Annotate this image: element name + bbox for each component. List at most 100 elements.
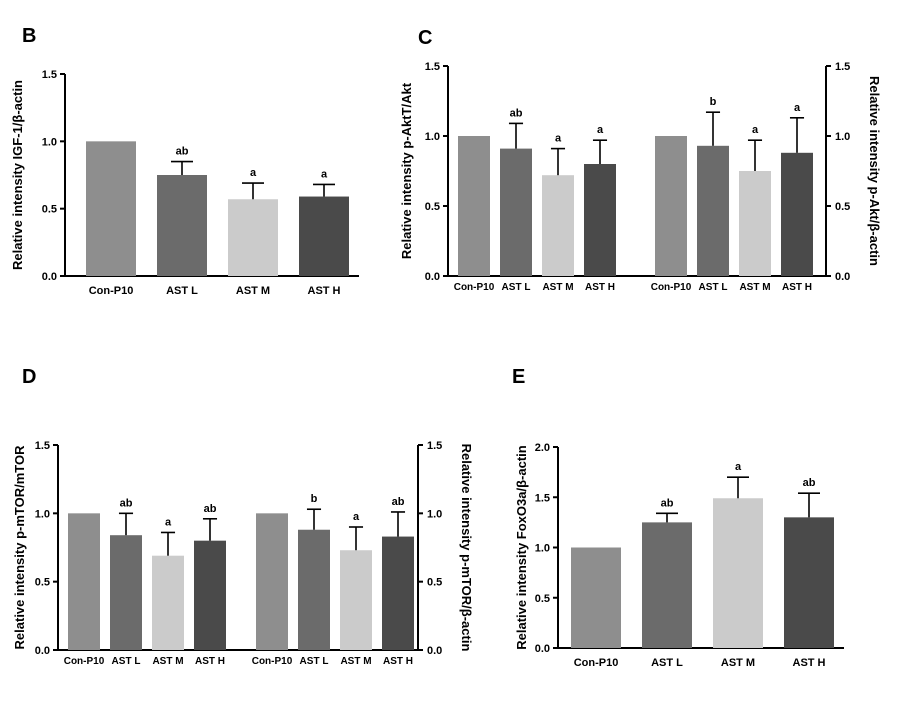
x-tick-label: AST M: [542, 282, 573, 293]
y-tick-label: 1.0: [42, 136, 57, 148]
x-tick-label: AST H: [782, 282, 812, 293]
bar-d-2-1: [256, 513, 288, 650]
y-axis-title-d: Relative intensity p-mTOR/mTOR: [12, 445, 27, 650]
y-right-tick-label: 1.0: [427, 508, 442, 520]
y-tick-label: 1.5: [425, 61, 440, 73]
x-tick-label: AST M: [739, 282, 770, 293]
x-tick-label: AST M: [721, 657, 755, 669]
y-tick-label: 0.5: [35, 577, 50, 589]
bar-e-1-3: [713, 498, 763, 648]
bar-e-1-1: [571, 547, 621, 648]
significance-label: ab: [661, 497, 674, 509]
x-tick-label: AST L: [651, 657, 683, 669]
x-tick-label: AST L: [166, 285, 198, 297]
panel-label-c: C: [418, 27, 432, 49]
bar-d-1-3: [152, 555, 184, 650]
significance-label: ab: [176, 146, 189, 158]
y-axis-title-right-d: Relative intensity p-mTOR/β-actin: [459, 444, 474, 652]
bar-c-2-2: [697, 145, 729, 276]
y-axis-title-e: Relative intensity FoxO3a/β-actin: [514, 445, 529, 649]
panel-e: E 0.0 0.5 1.0 1.5 2.0 Con-P10 ab AST L a AST M ab AS…: [512, 366, 844, 669]
y-right-tick-label: 0.5: [427, 577, 442, 589]
x-tick-label: AST L: [699, 282, 728, 293]
y-tick-label: 1.0: [35, 508, 50, 520]
y-right-tick-label: 0.0: [427, 645, 442, 657]
bar-d-1-4: [194, 540, 226, 650]
x-tick-label: AST L: [112, 656, 141, 667]
significance-label: ab: [510, 107, 523, 119]
y-tick-label: 0.0: [35, 645, 50, 657]
significance-label: a: [752, 124, 759, 136]
y-tick-label: 1.5: [535, 492, 550, 504]
x-tick-label: AST H: [308, 285, 341, 297]
y-tick-label: 0.5: [535, 593, 550, 605]
x-tick-label: AST L: [300, 656, 329, 667]
bar-b-1-2: [157, 175, 207, 276]
bar-c-1-4: [584, 164, 616, 276]
y-tick-label: 1.0: [425, 131, 440, 143]
bar-d-2-2: [298, 529, 330, 650]
bar-c-2-4: [781, 152, 813, 276]
significance-label: a: [321, 168, 328, 180]
significance-label: a: [794, 102, 801, 114]
x-tick-label: Con-P10: [64, 656, 105, 667]
x-tick-label: Con-P10: [651, 282, 692, 293]
bar-c-1-3: [542, 175, 574, 276]
y-tick-label: 1.5: [42, 69, 57, 81]
x-tick-label: AST M: [236, 285, 270, 297]
x-tick-label: AST H: [585, 282, 615, 293]
x-tick-label: AST M: [340, 656, 371, 667]
significance-label: a: [353, 511, 360, 523]
y-tick-label: 0.5: [425, 201, 440, 213]
bar-c-2-1: [655, 136, 687, 276]
significance-label: a: [250, 167, 257, 179]
significance-label: b: [311, 493, 318, 505]
significance-label: a: [555, 133, 562, 145]
significance-label: a: [597, 124, 604, 136]
y-right-tick-label: 1.0: [835, 131, 850, 143]
x-tick-label: AST H: [195, 656, 225, 667]
y-tick-label: 1.0: [535, 543, 550, 555]
bar-b-1-4: [299, 196, 349, 276]
bar-b-1-1: [86, 141, 136, 276]
bar-d-1-1: [68, 513, 100, 650]
y-tick-label: 0.0: [425, 271, 440, 283]
y-tick-label: 0.0: [535, 643, 550, 655]
y-axis-title-b: Relative intensity IGF-1/β-actin: [10, 80, 25, 270]
significance-label: ab: [120, 497, 133, 509]
panel-b: B 0.0 0.5 1.0 1.5 Con-P10 ab AST L a AST M a AST H R…: [10, 25, 359, 297]
significance-label: ab: [392, 496, 405, 508]
significance-label: ab: [803, 477, 816, 489]
bar-d-2-4: [382, 536, 414, 650]
y-right-tick-label: 1.5: [427, 440, 442, 452]
y-tick-label: 0.5: [42, 204, 57, 216]
bar-c-1-2: [500, 148, 532, 276]
significance-label: a: [165, 516, 172, 528]
x-tick-label: AST M: [152, 656, 183, 667]
panel-label-e: E: [512, 366, 525, 388]
significance-label: ab: [204, 503, 217, 515]
y-tick-label: 1.5: [35, 440, 50, 452]
y-right-tick-label: 0.5: [835, 201, 850, 213]
y-axis-title-right-c: Relative intensity p-Akt/β-actin: [867, 76, 882, 266]
bar-d-2-3: [340, 550, 372, 650]
y-axis-title-c: Relative intensity p-AktT/Akt: [399, 82, 414, 259]
bar-c-1-1: [458, 136, 490, 276]
bar-d-1-2: [110, 535, 142, 650]
x-tick-label: AST H: [383, 656, 413, 667]
panel-label-d: D: [22, 366, 36, 388]
x-tick-label: Con-P10: [89, 285, 134, 297]
y-right-tick-label: 1.5: [835, 61, 850, 73]
bar-c-2-3: [739, 171, 771, 276]
bar-e-1-2: [642, 522, 692, 648]
x-tick-label: AST L: [502, 282, 531, 293]
bar-b-1-3: [228, 199, 278, 276]
x-tick-label: AST H: [793, 657, 826, 669]
x-tick-label: Con-P10: [252, 656, 293, 667]
y-tick-label: 2.0: [535, 442, 550, 454]
y-tick-label: 0.0: [42, 271, 57, 283]
x-tick-label: Con-P10: [574, 657, 619, 669]
